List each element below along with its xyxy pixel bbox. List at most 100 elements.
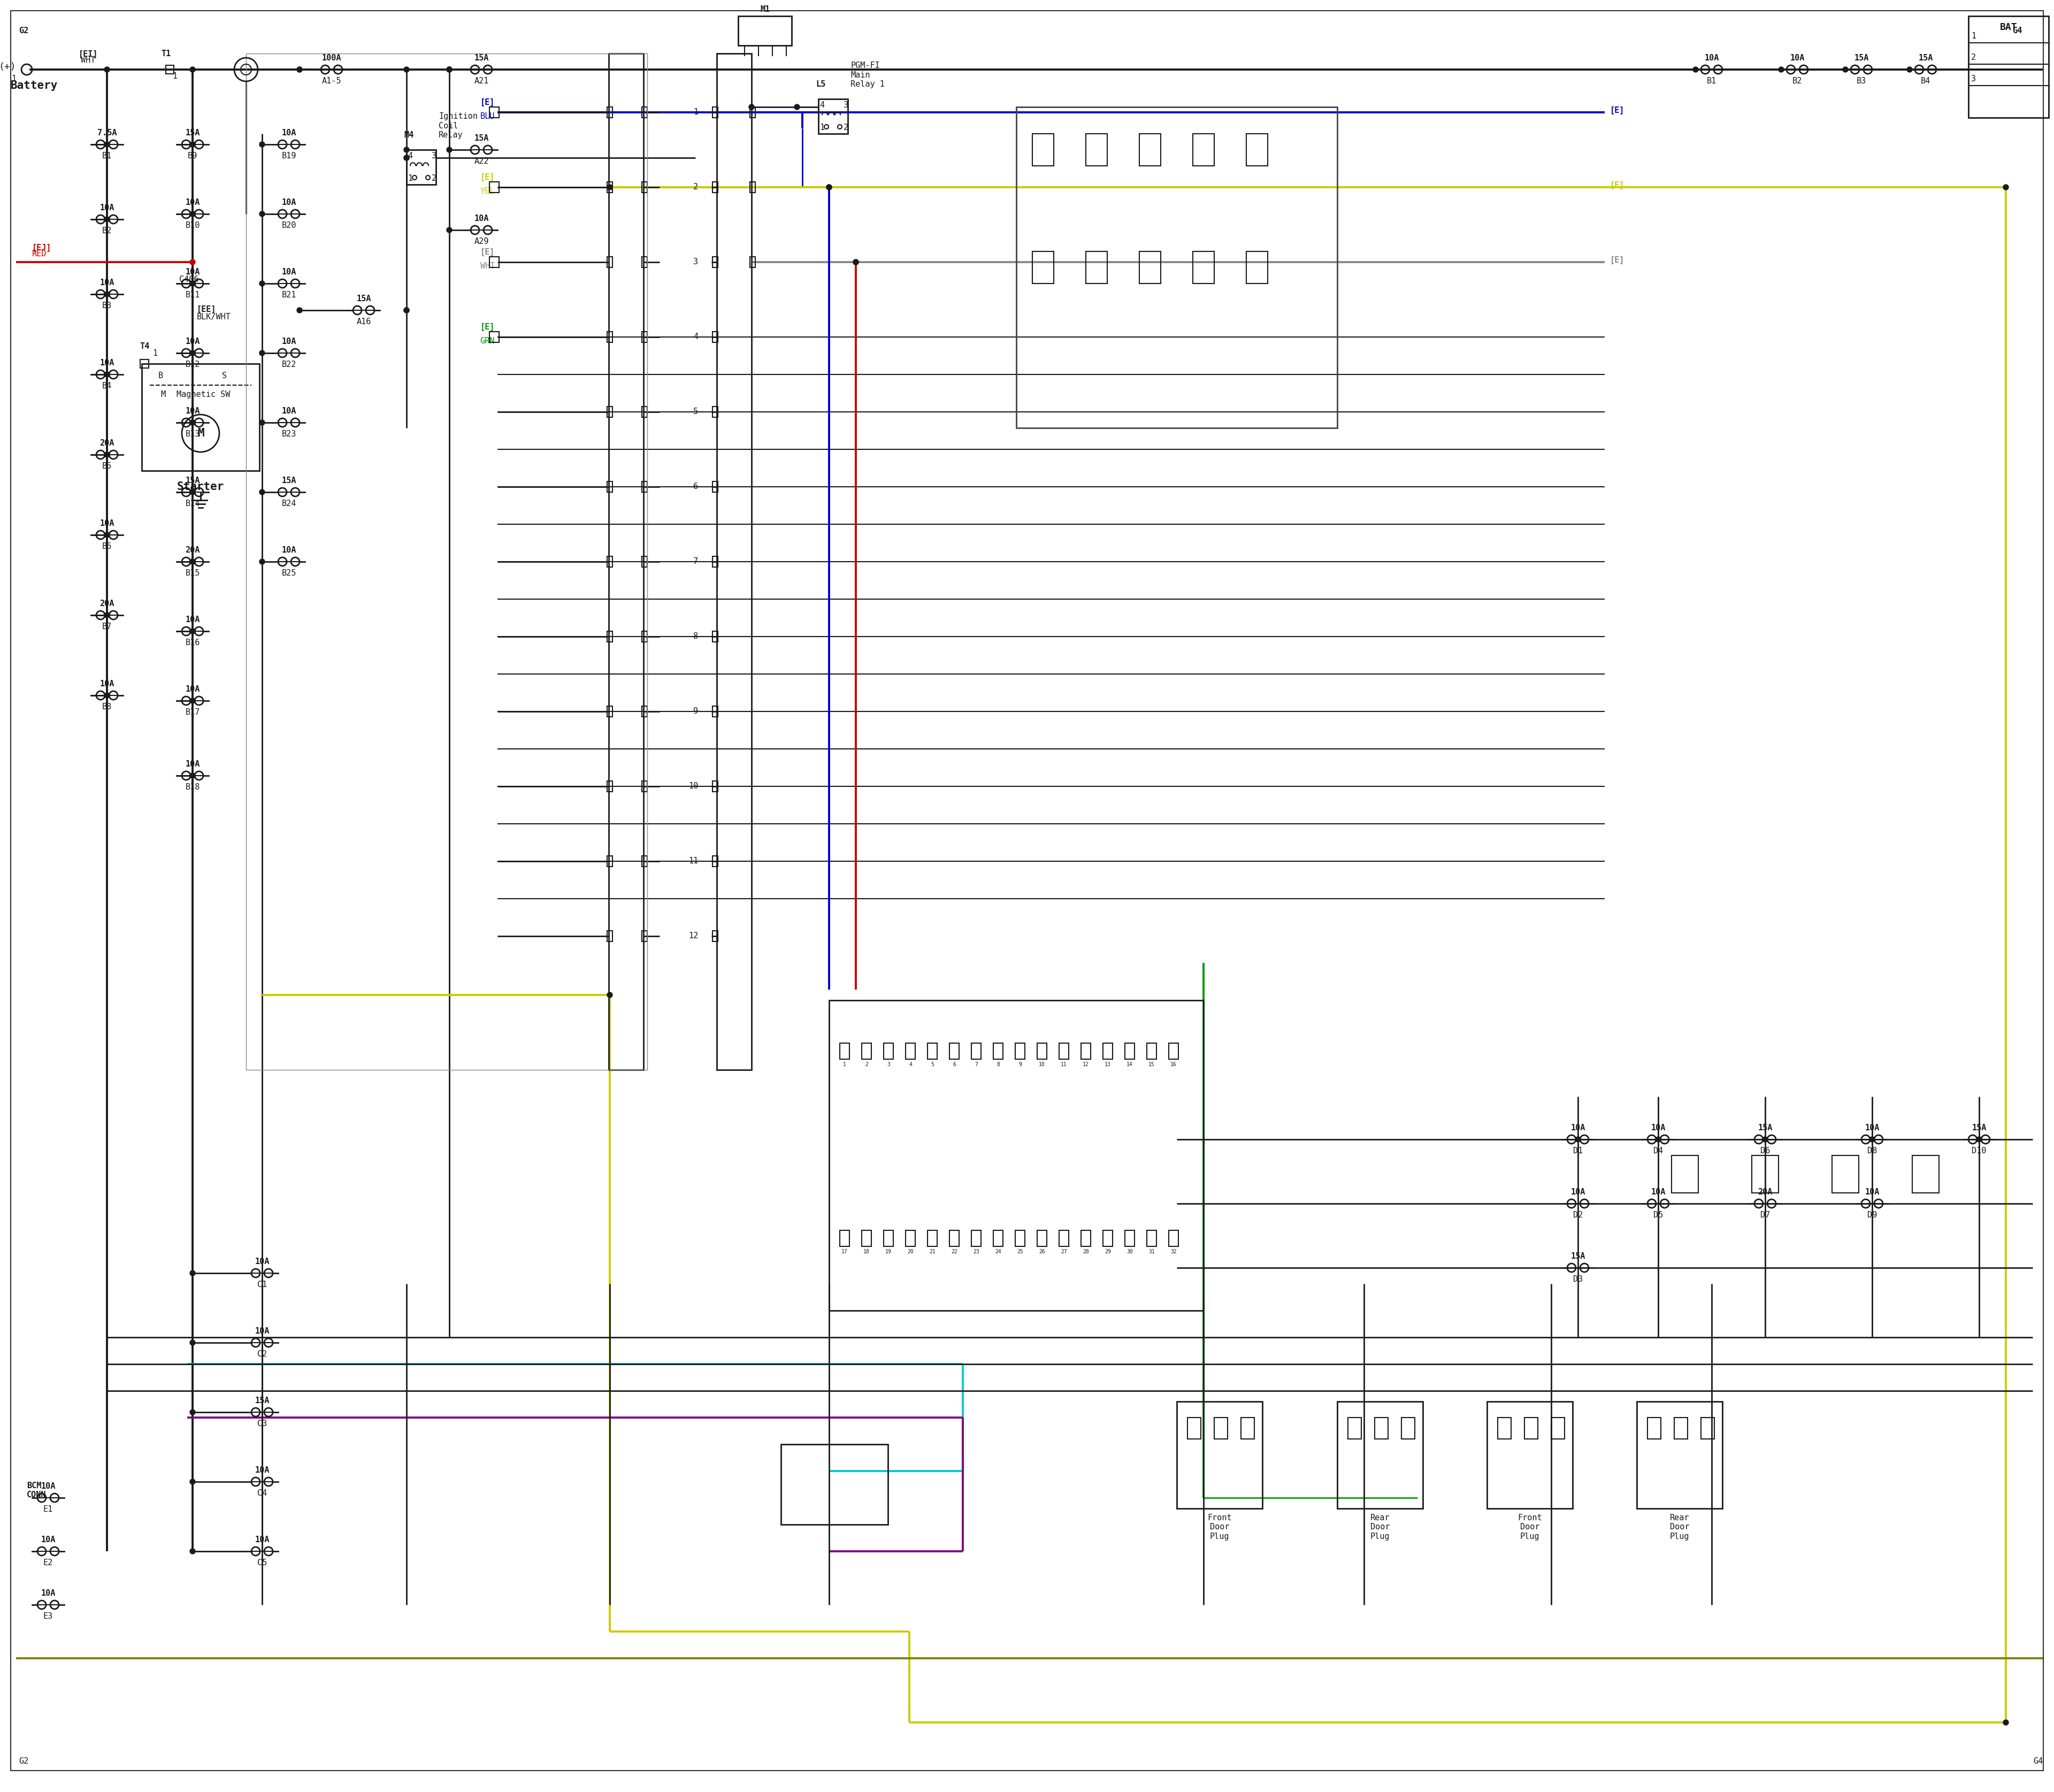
- Text: 10A: 10A: [101, 280, 115, 287]
- Text: 10A: 10A: [101, 358, 115, 367]
- Text: 20A: 20A: [1758, 1188, 1773, 1195]
- Text: [EJ]: [EJ]: [33, 244, 51, 251]
- Bar: [641, 181, 647, 192]
- Text: S: S: [222, 371, 228, 380]
- Circle shape: [105, 66, 109, 72]
- Text: 19: 19: [885, 1249, 891, 1254]
- Text: B24: B24: [281, 500, 296, 507]
- Circle shape: [446, 66, 452, 72]
- Text: 1: 1: [407, 174, 413, 183]
- Text: 6: 6: [953, 1063, 955, 1068]
- Circle shape: [826, 185, 832, 190]
- Circle shape: [1692, 66, 1699, 72]
- Text: BAT: BAT: [2001, 23, 2017, 32]
- Text: 15A: 15A: [474, 54, 489, 63]
- Bar: [906, 1231, 916, 1247]
- Text: A21: A21: [474, 77, 489, 84]
- Bar: [1169, 1231, 1179, 1247]
- Text: 2: 2: [692, 183, 698, 192]
- Text: 15: 15: [1148, 1063, 1154, 1068]
- Bar: [1140, 134, 1161, 167]
- Text: Battery: Battery: [10, 81, 58, 91]
- Bar: [1247, 134, 1267, 167]
- Text: [E]: [E]: [1610, 256, 1625, 263]
- Bar: [883, 1231, 893, 1247]
- Bar: [1015, 1231, 1025, 1247]
- Bar: [1177, 1401, 1263, 1509]
- Bar: [1487, 1401, 1573, 1509]
- Bar: [608, 54, 643, 1070]
- Circle shape: [795, 104, 799, 109]
- Bar: [1146, 1231, 1156, 1247]
- Bar: [949, 1231, 959, 1247]
- Text: 10A: 10A: [474, 215, 489, 222]
- Text: 1: 1: [1972, 32, 1976, 39]
- Text: Ignition
Coil
Relay: Ignition Coil Relay: [440, 113, 479, 140]
- Text: B15: B15: [185, 570, 199, 577]
- Circle shape: [189, 559, 195, 564]
- Text: 1: 1: [820, 124, 824, 131]
- Text: 10A: 10A: [1651, 1124, 1666, 1133]
- Bar: [928, 1231, 937, 1247]
- Text: C2: C2: [257, 1349, 267, 1358]
- Bar: [1080, 1231, 1091, 1247]
- Text: [E]: [E]: [1610, 181, 1625, 188]
- Bar: [608, 556, 612, 566]
- Text: 7: 7: [692, 557, 698, 566]
- Circle shape: [750, 104, 754, 109]
- Text: T4: T4: [140, 342, 150, 351]
- Text: 15A: 15A: [1571, 1253, 1586, 1260]
- Text: B22: B22: [281, 360, 296, 369]
- Bar: [713, 256, 717, 267]
- Text: 2: 2: [1972, 54, 1976, 61]
- Text: 5: 5: [930, 1063, 935, 1068]
- Bar: [1524, 1417, 1538, 1439]
- Bar: [1103, 1231, 1113, 1247]
- Bar: [608, 930, 612, 941]
- Bar: [928, 1043, 937, 1059]
- Circle shape: [1779, 66, 1783, 72]
- Circle shape: [189, 489, 195, 495]
- Text: Rear
Door
Plug: Rear Door Plug: [1670, 1514, 1688, 1541]
- Text: B: B: [158, 371, 162, 380]
- Text: B13: B13: [185, 430, 199, 437]
- Bar: [641, 256, 647, 267]
- Bar: [863, 1043, 871, 1059]
- Text: B2: B2: [103, 228, 111, 235]
- Bar: [1017, 108, 1337, 428]
- Bar: [713, 482, 717, 493]
- Circle shape: [1656, 1136, 1662, 1142]
- Text: 6: 6: [692, 482, 698, 491]
- Text: M4: M4: [405, 131, 413, 140]
- Text: B25: B25: [281, 570, 296, 577]
- Bar: [1037, 1043, 1048, 1059]
- Text: 9: 9: [692, 708, 698, 715]
- Text: RED: RED: [33, 249, 47, 258]
- Text: 10: 10: [1039, 1063, 1045, 1068]
- Text: 31: 31: [1148, 1249, 1154, 1254]
- Text: 10A: 10A: [281, 129, 296, 136]
- Text: D1: D1: [1573, 1147, 1584, 1154]
- Bar: [1033, 251, 1054, 283]
- Text: G2: G2: [18, 27, 29, 34]
- Text: 9: 9: [1019, 1063, 1021, 1068]
- Text: 15A: 15A: [357, 294, 372, 303]
- Circle shape: [259, 419, 265, 425]
- Bar: [713, 631, 717, 642]
- Circle shape: [189, 419, 195, 425]
- Text: [E]: [E]: [481, 247, 495, 256]
- Text: B10: B10: [185, 222, 199, 229]
- Bar: [608, 332, 612, 342]
- Text: 10A: 10A: [1571, 1124, 1586, 1133]
- Text: B7: B7: [103, 622, 111, 631]
- Bar: [906, 1043, 916, 1059]
- Text: 1: 1: [842, 1063, 846, 1068]
- Circle shape: [405, 308, 409, 314]
- Circle shape: [189, 351, 195, 357]
- Text: D6: D6: [1760, 1147, 1771, 1154]
- Text: D5: D5: [1653, 1211, 1664, 1219]
- Bar: [641, 781, 647, 792]
- Text: B16: B16: [185, 638, 199, 647]
- Circle shape: [2003, 185, 2009, 190]
- Bar: [1087, 134, 1107, 167]
